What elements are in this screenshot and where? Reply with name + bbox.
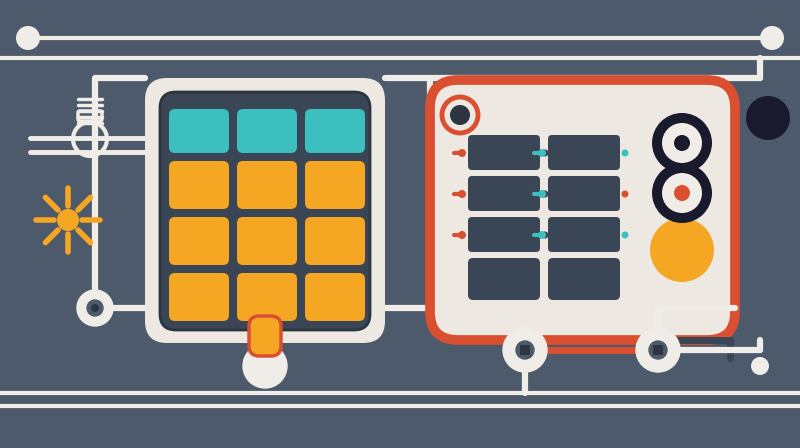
Bar: [653, 345, 663, 355]
FancyBboxPatch shape: [548, 217, 620, 252]
Circle shape: [516, 341, 534, 359]
FancyBboxPatch shape: [249, 316, 281, 356]
Circle shape: [649, 341, 667, 359]
FancyBboxPatch shape: [468, 135, 540, 170]
FancyBboxPatch shape: [169, 217, 229, 265]
Circle shape: [652, 163, 712, 223]
Circle shape: [542, 150, 549, 156]
Bar: [520, 345, 530, 355]
Circle shape: [16, 26, 40, 50]
FancyBboxPatch shape: [237, 217, 297, 265]
Circle shape: [57, 209, 79, 231]
Circle shape: [622, 232, 629, 238]
Circle shape: [760, 26, 784, 50]
Circle shape: [542, 232, 549, 238]
Circle shape: [243, 344, 287, 388]
Circle shape: [622, 150, 629, 156]
FancyBboxPatch shape: [548, 135, 620, 170]
FancyBboxPatch shape: [468, 258, 540, 300]
FancyBboxPatch shape: [305, 109, 365, 153]
Circle shape: [503, 328, 547, 372]
Circle shape: [622, 190, 629, 198]
FancyBboxPatch shape: [145, 78, 385, 343]
Circle shape: [751, 357, 769, 375]
Circle shape: [662, 173, 702, 213]
Circle shape: [662, 123, 702, 163]
FancyBboxPatch shape: [468, 176, 540, 211]
Circle shape: [538, 149, 546, 157]
Circle shape: [542, 190, 549, 198]
FancyBboxPatch shape: [169, 273, 229, 321]
Circle shape: [674, 135, 690, 151]
Circle shape: [652, 113, 712, 173]
FancyBboxPatch shape: [305, 161, 365, 209]
Circle shape: [458, 190, 466, 198]
Circle shape: [650, 218, 714, 282]
Circle shape: [538, 231, 546, 239]
Circle shape: [77, 290, 113, 326]
Circle shape: [746, 96, 790, 140]
Circle shape: [538, 190, 546, 198]
FancyBboxPatch shape: [430, 80, 735, 340]
FancyBboxPatch shape: [237, 109, 297, 153]
FancyBboxPatch shape: [237, 161, 297, 209]
FancyBboxPatch shape: [169, 109, 229, 153]
Circle shape: [674, 185, 690, 201]
Circle shape: [458, 149, 466, 157]
FancyBboxPatch shape: [468, 217, 540, 252]
Circle shape: [450, 105, 470, 125]
FancyBboxPatch shape: [548, 176, 620, 211]
Circle shape: [636, 328, 680, 372]
FancyBboxPatch shape: [237, 273, 297, 321]
Circle shape: [458, 231, 466, 239]
Circle shape: [87, 300, 103, 316]
FancyBboxPatch shape: [160, 92, 370, 330]
Circle shape: [91, 304, 99, 312]
FancyBboxPatch shape: [305, 273, 365, 321]
FancyBboxPatch shape: [548, 258, 620, 300]
FancyBboxPatch shape: [169, 161, 229, 209]
FancyBboxPatch shape: [305, 217, 365, 265]
